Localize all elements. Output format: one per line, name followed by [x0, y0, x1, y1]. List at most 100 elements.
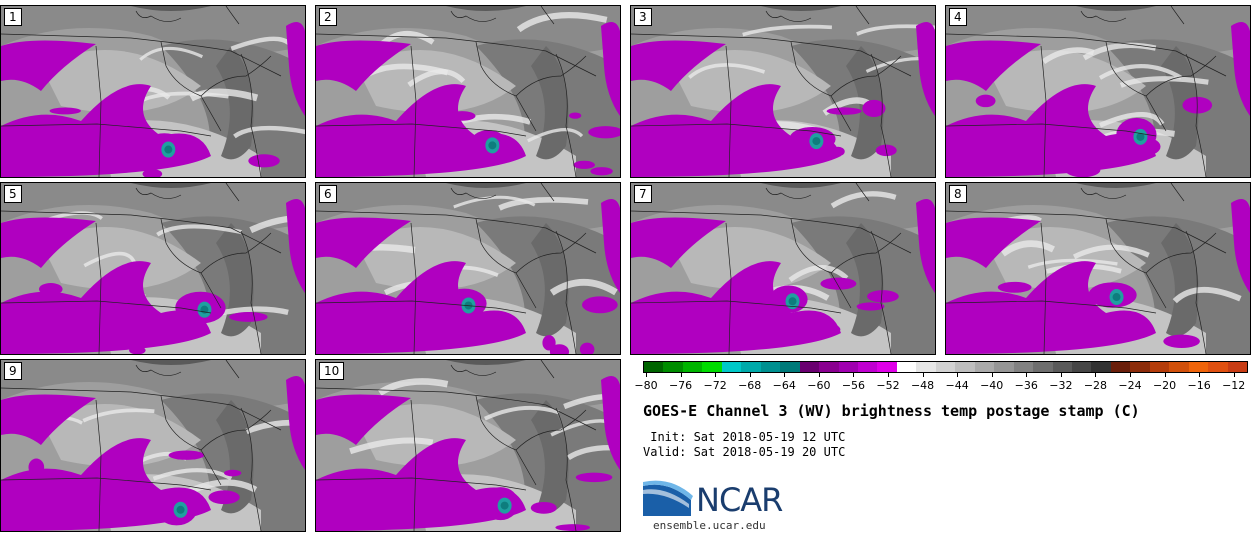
colorbar-tick-label: −76: [668, 379, 693, 392]
colorbar-tick-mark: [888, 373, 889, 377]
colorbar-tick-label: −56: [841, 379, 866, 392]
colorbar-tick-mark: [818, 373, 820, 377]
colorbar-tick-label: −32: [1049, 379, 1073, 392]
colorbar-tick-mark: [1095, 373, 1097, 377]
postage-stamp-panel: 2: [315, 5, 621, 178]
colorbar-tick-mark: [680, 373, 682, 377]
panel-number-label: 10: [319, 362, 345, 380]
colorbar-tick-label: −24: [1118, 379, 1142, 392]
colorbar-segment: [1033, 362, 1053, 372]
colorbar-segment: [877, 362, 897, 372]
colorbar-tick-label: −52: [876, 379, 900, 392]
colorbar-tick-label: −36: [1014, 379, 1038, 392]
panel-number-label: 8: [949, 185, 967, 203]
colorbar-tick-label: −80: [634, 379, 658, 392]
colorbar-tick-label: −72: [703, 379, 727, 392]
postage-stamp-panel: 7: [630, 182, 936, 355]
colorbar-tick-mark: [922, 373, 924, 377]
water-vapor-map: [316, 360, 620, 531]
colorbar-segment: [1188, 362, 1209, 372]
postage-stamp-panel: 5: [0, 182, 306, 355]
colorbar-ticks: −80 −76 −72 −68 −64 −60 −56 −52 −48 −44 −40 −36 −32−…: [634, 373, 1248, 395]
colorbar-segment: [1130, 362, 1150, 372]
colorbar-segment: [896, 362, 917, 372]
postage-stamp-panel: 10: [315, 359, 621, 532]
colorbar-segment: [760, 362, 781, 372]
colorbar-tick-mark: [1164, 373, 1166, 377]
colorbar-segment: [644, 362, 664, 372]
colorbar-tick-label: −12: [1222, 379, 1246, 392]
colorbar-segment: [1149, 362, 1170, 372]
colorbar-tick-mark: [646, 373, 647, 377]
panel-number-label: 7: [634, 185, 652, 203]
colorbar-segment: [935, 362, 956, 372]
colorbar-tick-mark: [1026, 373, 1028, 377]
water-vapor-map: [631, 183, 935, 354]
colorbar-segment: [682, 362, 703, 372]
colorbar-segment: [838, 362, 858, 372]
colorbar-segment: [1208, 362, 1228, 372]
panel-number-label: 9: [4, 362, 22, 380]
panel-number-label: 1: [4, 8, 22, 26]
water-vapor-map: [316, 183, 620, 354]
colorbar-segment: [1013, 362, 1034, 372]
colorbar-segment: [916, 362, 936, 372]
colorbar-tick-mark: [715, 373, 717, 377]
panel-number-label: 3: [634, 8, 652, 26]
colorbar-tick-mark: [991, 373, 993, 377]
panel-number-label: 2: [319, 8, 337, 26]
colorbar-segment: [741, 362, 761, 372]
postage-stamp-panel: 1: [0, 5, 306, 178]
colorbar-segment: [702, 362, 722, 372]
postage-stamp-panel: 9: [0, 359, 306, 532]
figure-title: GOES-E Channel 3 (WV) brightness temp po…: [643, 402, 1140, 420]
colorbar-tick-label: −48: [910, 379, 935, 392]
website-url: ensemble.ucar.edu: [653, 519, 766, 532]
colorbar-segment: [819, 362, 839, 372]
panel-number-label: 6: [319, 185, 337, 203]
colorbar-tick-mark: [957, 373, 959, 377]
colorbar-segment: [994, 362, 1014, 372]
colorbar-segment: [955, 362, 975, 372]
colorbar-tick-mark: [1130, 373, 1131, 377]
colorbar-tick-mark: [853, 373, 855, 377]
water-vapor-map: [1, 6, 305, 177]
colorbar-segment: [1071, 362, 1092, 372]
colorbar-segment: [1110, 362, 1131, 372]
colorbar-segment: [1169, 362, 1189, 372]
colorbar-tick-label: −28: [1083, 379, 1108, 392]
postage-stamp-panel: 6: [315, 182, 621, 355]
ncar-logo-text: NCAR: [696, 481, 783, 519]
colorbar-segment: [974, 362, 995, 372]
colorbar-segment: [857, 362, 878, 372]
ncar-logo-icon: [643, 480, 693, 516]
postage-stamp-panel: 4: [945, 5, 1251, 178]
water-vapor-map: [631, 6, 935, 177]
colorbar-tick-mark: [749, 373, 751, 377]
colorbar-tick-mark: [1199, 373, 1201, 377]
colorbar-tick-mark: [1060, 373, 1062, 377]
water-vapor-map: [316, 6, 620, 177]
colorbar-tick-mark: [784, 373, 786, 377]
colorbar-tick-mark: [1233, 373, 1235, 377]
colorbar-tick-label: −40: [980, 379, 1004, 392]
colorbar-tick-label: −16: [1187, 379, 1211, 392]
postage-stamp-panel: 8: [945, 182, 1251, 355]
colorbar-tick-label: −64: [772, 379, 796, 392]
panel-number-label: 5: [4, 185, 22, 203]
colorbar-segment: [721, 362, 742, 372]
colorbar-tick-label: −44: [945, 379, 969, 392]
init-time: Init: Sat 2018-05-19 12 UTC: [643, 430, 846, 444]
water-vapor-map: [1, 183, 305, 354]
water-vapor-map: [946, 6, 1250, 177]
water-vapor-map: [946, 183, 1250, 354]
colorbar-tick-label: −20: [1152, 379, 1177, 392]
panel-number-label: 4: [949, 8, 967, 26]
colorbar: [643, 361, 1248, 373]
water-vapor-map: [1, 360, 305, 531]
colorbar-segment: [1091, 362, 1111, 372]
colorbar-segment: [799, 362, 820, 372]
valid-time: Valid: Sat 2018-05-19 20 UTC: [643, 445, 846, 459]
colorbar-segment: [663, 362, 683, 372]
colorbar-segment: [1052, 362, 1072, 372]
